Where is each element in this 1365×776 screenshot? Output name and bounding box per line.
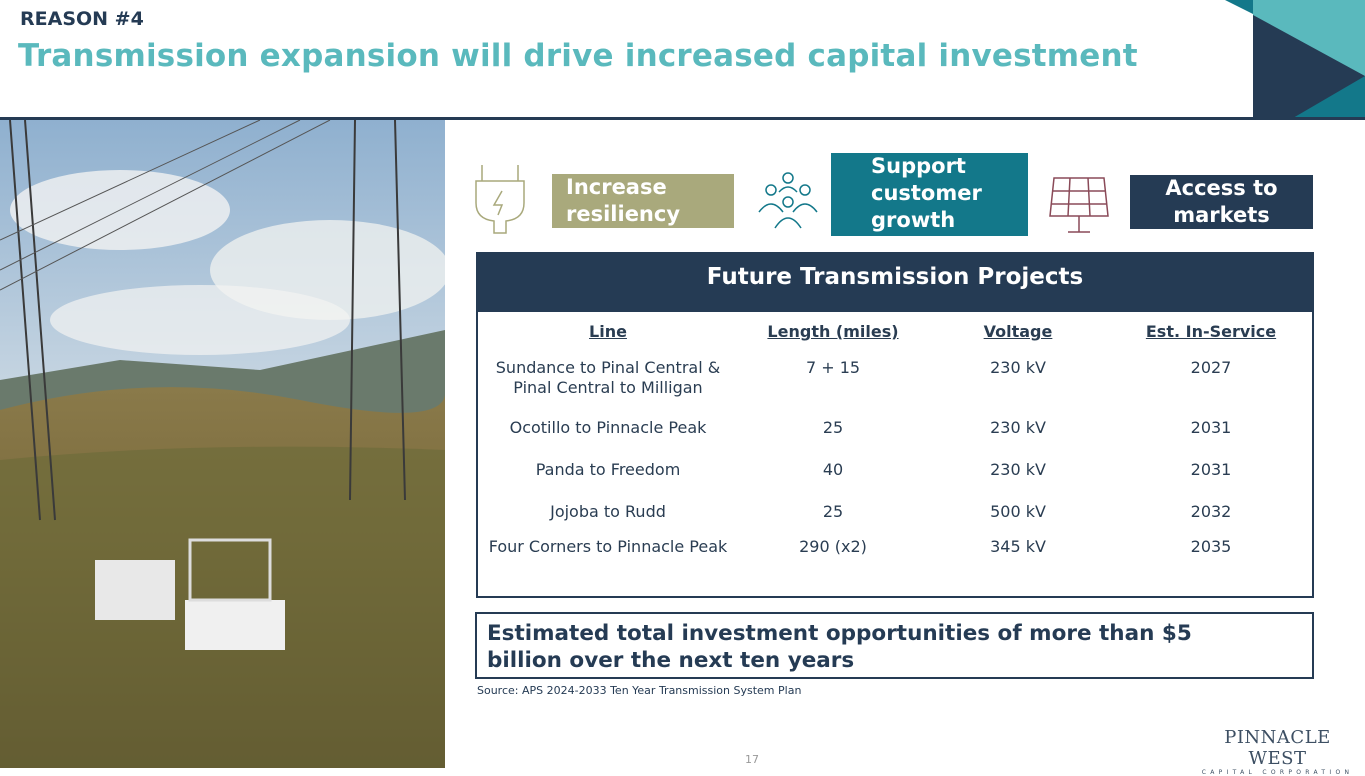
source-note: Source: APS 2024-2033 Ten Year Transmiss…: [477, 684, 802, 697]
cell-voltage: 500 kV: [990, 502, 1046, 521]
cell-in-service: 2031: [1190, 418, 1232, 437]
cell-in-service: 2027: [1190, 358, 1232, 377]
company-logo: PINNACLE WEST CAPITAL CORPORATION: [1200, 727, 1355, 776]
column-header-line: Line: [589, 322, 627, 341]
callout-text: Estimated total investment opportunities…: [487, 621, 1192, 673]
cell-line: Jojoba to Rudd: [550, 502, 666, 521]
cell-length: 290 (x2): [799, 537, 867, 556]
plug-lightning-icon: [475, 165, 525, 234]
transmission-line-photo: [0, 120, 445, 768]
logo-sub: CAPITAL CORPORATION: [1201, 769, 1354, 776]
logo-name: PINNACLE WEST: [1224, 727, 1331, 769]
cell-voltage: 230 kV: [990, 460, 1046, 479]
page-title: Transmission expansion will drive increa…: [18, 38, 1138, 74]
solar-panel-icon: [1049, 177, 1109, 233]
cell-length: 25: [822, 418, 844, 437]
cell-length: 40: [822, 460, 844, 479]
table-title: Future Transmission Projects: [478, 254, 1312, 312]
column-header-in-service: Est. In-Service: [1145, 322, 1277, 341]
cell-in-service: 2035: [1190, 537, 1232, 556]
corner-decoration: [1225, 0, 1365, 118]
cell-length: 7 + 15: [805, 358, 861, 377]
cell-line: Sundance to Pinal Central & Pinal Centra…: [495, 358, 721, 397]
cell-line: Ocotillo to Pinnacle Peak: [509, 418, 707, 437]
cell-length: 25: [822, 502, 844, 521]
cell-voltage: 230 kV: [990, 358, 1046, 377]
eyebrow-label: REASON #4: [20, 8, 144, 30]
cell-in-service: 2032: [1190, 502, 1232, 521]
people-group-icon: [758, 172, 818, 229]
pillar-support-customer-growth: Support customer growth: [831, 153, 1028, 236]
column-header-length: Length (miles): [767, 322, 899, 341]
header-divider: [0, 117, 1365, 120]
cell-voltage: 230 kV: [990, 418, 1046, 437]
page-number: 17: [745, 753, 759, 766]
cell-voltage: 345 kV: [990, 537, 1046, 556]
pillar-increase-resiliency: Increase resiliency: [552, 174, 734, 228]
projects-table: Future Transmission Projects Line Length…: [476, 252, 1314, 598]
pillar-access-to-markets: Access to markets: [1130, 175, 1313, 229]
cell-in-service: 2031: [1190, 460, 1232, 479]
investment-callout: Estimated total investment opportunities…: [475, 612, 1314, 679]
column-header-voltage: Voltage: [983, 322, 1053, 341]
cell-line: Four Corners to Pinnacle Peak: [488, 537, 728, 556]
cell-line: Panda to Freedom: [535, 460, 681, 479]
